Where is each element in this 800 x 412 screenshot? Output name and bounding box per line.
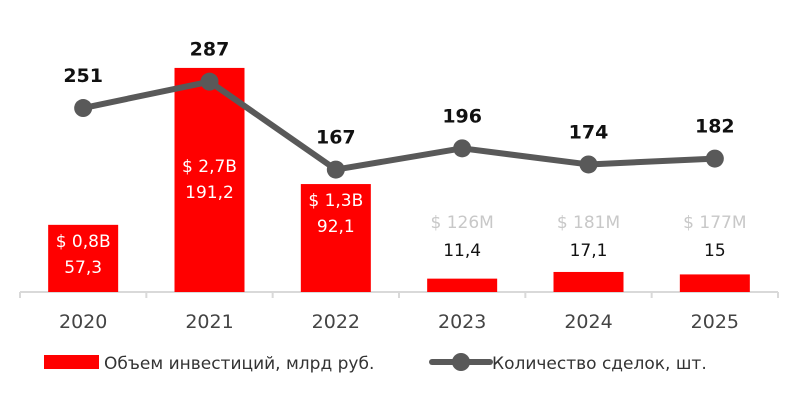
legend-line-label: Количество сделок, шт. <box>492 354 707 374</box>
bar <box>174 67 245 292</box>
bar-value-label: 57,3 <box>64 258 102 278</box>
bar-usd-label: $ 1,3B <box>308 191 363 211</box>
bar-usd-label: $ 181M <box>557 213 620 233</box>
line-value-label: 196 <box>442 105 482 127</box>
bar-usd-label: $ 0,8B <box>56 232 111 252</box>
bar-value-label: 191,2 <box>185 183 234 203</box>
x-tick-label: 2021 <box>185 311 233 333</box>
line-value-label: 251 <box>63 65 103 87</box>
legend-bar-label: Объем инвестиций, млрд руб. <box>104 354 374 374</box>
line-value-label: 287 <box>190 39 230 61</box>
bar-usd-label: $ 126M <box>430 213 493 233</box>
bar-value-label: 11,4 <box>443 241 481 261</box>
line-value-label: 174 <box>569 121 609 143</box>
bar-value-label: 15 <box>704 241 726 261</box>
bar <box>300 184 371 292</box>
legend-bar-swatch <box>44 355 99 369</box>
bar <box>679 274 750 292</box>
line-point <box>200 72 219 91</box>
line-value-label: 182 <box>695 116 735 138</box>
bar-usd-label: $ 2,7B <box>182 157 237 177</box>
x-tick-label: 2023 <box>438 311 486 333</box>
line-point <box>453 139 472 158</box>
x-tick-label: 2025 <box>691 311 739 333</box>
bar <box>48 224 119 292</box>
bar-usd-label: $ 177M <box>683 213 746 233</box>
line-point <box>326 160 345 179</box>
bar <box>553 271 624 292</box>
bar-value-label: 17,1 <box>570 241 608 261</box>
x-tick-label: 2024 <box>564 311 612 333</box>
x-tick-label: 2022 <box>312 311 360 333</box>
bar-value-label: 92,1 <box>317 217 355 237</box>
line-value-label: 167 <box>316 127 356 149</box>
line-point <box>579 155 598 174</box>
line-point <box>705 149 724 168</box>
legend-line-marker <box>452 353 470 371</box>
line-point <box>74 99 93 118</box>
bar <box>427 278 498 292</box>
x-tick-label: 2020 <box>59 311 107 333</box>
line-series <box>82 78 715 173</box>
